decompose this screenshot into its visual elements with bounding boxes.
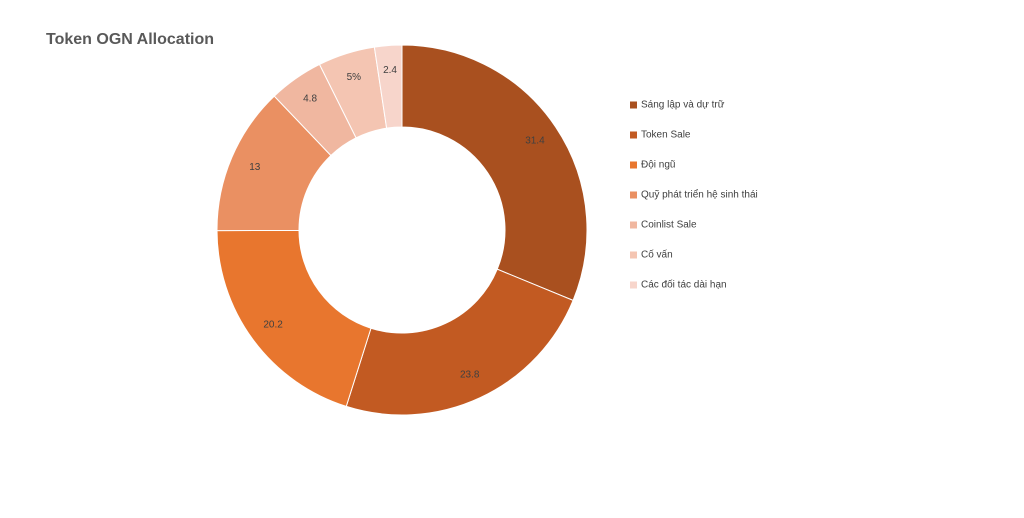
data-label: 23.8	[460, 370, 480, 381]
legend-label: Sáng lập và dự trữ	[641, 100, 725, 111]
donut-slice	[373, 44, 403, 129]
data-label: 4.8	[303, 94, 317, 105]
legend-swatch	[630, 161, 637, 169]
data-label: 5%	[347, 72, 362, 83]
data-label: 31.4	[525, 136, 545, 147]
legend-label: Các đối tác dài hạn	[641, 279, 727, 291]
legend-swatch	[630, 251, 637, 259]
chart-title: Token OGN Allocation	[46, 31, 214, 48]
data-label: 20.2	[263, 319, 283, 330]
data-label: 2.4	[383, 65, 397, 76]
legend-swatch	[630, 221, 637, 229]
legend-swatch	[630, 131, 637, 139]
legend-label: Token Sale	[641, 130, 691, 141]
legend-label: Quỹ phát triển hệ sinh thái	[641, 189, 758, 201]
legend-label: Cố vấn	[641, 249, 673, 261]
donut-slice	[216, 229, 372, 408]
donut-slice	[401, 44, 588, 302]
legend-swatch	[630, 191, 637, 199]
data-label: 13	[249, 162, 261, 173]
legend-swatch	[630, 281, 637, 289]
legend-label: Đội ngũ	[641, 160, 675, 171]
legend-label: Coinlist Sale	[641, 220, 697, 231]
donut-slice	[345, 268, 574, 416]
legend-swatch	[630, 101, 637, 109]
